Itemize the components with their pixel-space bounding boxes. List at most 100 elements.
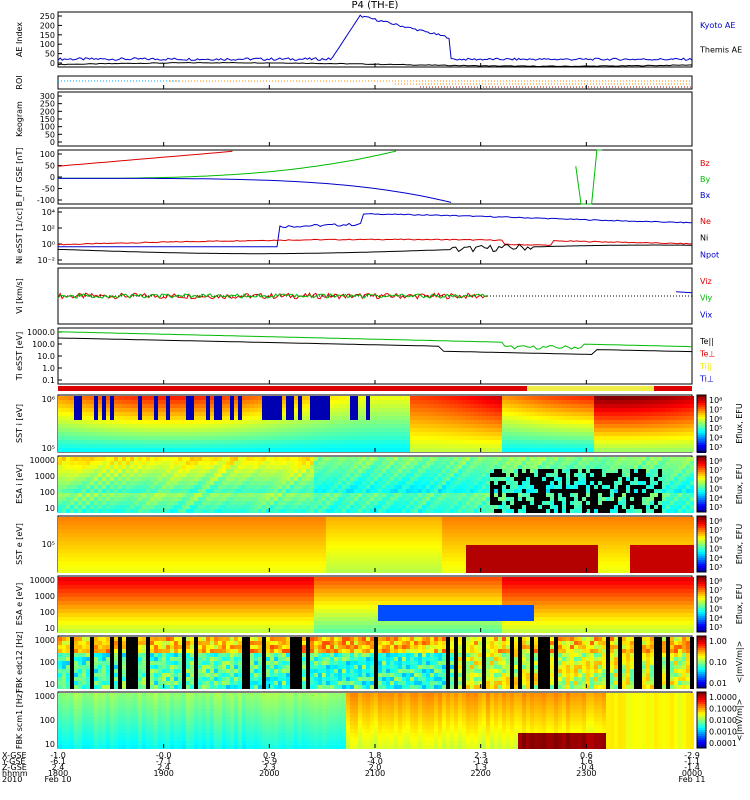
ytick-esa_e-1: 1000 — [35, 592, 55, 601]
cbar-tick-fbk_b-3: 0.0010 — [709, 728, 737, 737]
ytick-fbk_e-0: 1000 — [35, 636, 55, 645]
cbar-tick-sst_i-4: 10⁴ — [709, 434, 722, 443]
ytick-esa_i-3: 10 — [45, 504, 55, 513]
footer-y-5: 1.6 — [580, 757, 593, 766]
ytick-sst_i-0: 10⁶ — [42, 395, 55, 404]
cbar-label-esa_e: Eflux, EFU — [735, 584, 744, 625]
ytick-ti-4: 0.1 — [42, 376, 55, 385]
cbar-tick-sst_e-5: 10³ — [709, 563, 722, 572]
cbar-tick-esa_e-0: 10⁸ — [709, 577, 722, 586]
footer-y-2: -5.9 — [262, 757, 278, 766]
cbar-label-sst_i: Eflux, EFU — [735, 403, 744, 444]
ytick-keogram-5: 50 — [45, 130, 55, 139]
legend-ae-1: Themis AE — [699, 46, 742, 55]
cbar-tick-sst_e-3: 10⁵ — [709, 545, 722, 554]
ytick-bfit-3: -50 — [42, 185, 55, 194]
series-ne — [57, 238, 693, 247]
footer-rowlabel-2: Z-GSE — [2, 763, 27, 772]
footer-z-1: 2.4 — [157, 763, 170, 772]
series-bz — [57, 150, 233, 167]
cbar-label-fbk_e: <|mV/m|> — [735, 641, 744, 684]
footer-d-0: Feb 10 — [45, 775, 72, 784]
legend-ti-3: Ti⊥ — [699, 375, 714, 384]
footer-y-4: -1.4 — [473, 757, 489, 766]
footer-t-5: 2300 — [576, 769, 596, 778]
cbar-tick-fbk_b-0: 1.0000 — [709, 693, 737, 702]
cbar-tick-fbk_b-2: 0.0100 — [709, 716, 737, 725]
cbar-tick-fbk_e-0: 1.00 — [709, 637, 727, 646]
footer-t-6: 0000 — [682, 769, 702, 778]
footer-t-0: 1800 — [48, 769, 68, 778]
footer-x-5: 0.6 — [580, 751, 593, 760]
footer-z-6: -1.4 — [684, 763, 700, 772]
panel-frame-ti — [57, 327, 693, 385]
chart-title: P4 (TH-E) — [351, 0, 399, 11]
footer-rowlabel-0: X-GSE — [2, 751, 27, 760]
ytick-ti-1: 100.0 — [32, 340, 55, 349]
cbar-tick-sst_i-1: 10⁷ — [709, 405, 722, 414]
legend-ti-0: Te|| — [699, 337, 714, 346]
footer-t-2: 2000 — [259, 769, 279, 778]
ytick-keogram-2: 200 — [40, 107, 55, 116]
cbar-label-esa_i: Eflux, EFU — [735, 464, 744, 505]
series-ti — [57, 331, 693, 350]
ytick-ni-0: 10⁴ — [42, 208, 55, 217]
legend-ti-1: Te⊥ — [699, 350, 715, 359]
footer-z-4: 1.3 — [474, 763, 487, 772]
footer-t-3: 2100 — [365, 769, 385, 778]
spectrogram-sst_e — [58, 517, 694, 573]
ytick-ti-3: 1.0 — [42, 364, 55, 373]
footer-x-1: -0.0 — [156, 751, 172, 760]
panel-ylabel-vi: Vi [km/s] — [15, 278, 24, 314]
panel-frame-ni — [57, 207, 693, 265]
ytick-esa_e-0: 10000 — [30, 576, 55, 585]
spectrogram-esa_i — [58, 457, 694, 513]
colorbar-sst_e — [696, 515, 707, 573]
ytick-ni-1: 10² — [42, 224, 55, 233]
cbar-tick-sst_i-5: 10³ — [709, 443, 722, 452]
legend-bfit-2: Bx — [700, 191, 710, 200]
mode-bar-fast — [527, 386, 654, 391]
legend-ni-2: Npot — [700, 250, 719, 259]
ytick-bfit-1: 50 — [45, 162, 55, 171]
cbar-tick-sst_i-0: 10⁸ — [709, 396, 722, 405]
legend-ae-0: Kyoto AE — [700, 21, 735, 30]
mode-bar-slow — [58, 386, 528, 391]
ytick-esa_e-2: 100 — [40, 608, 55, 617]
panel-ylabel-bfit: B_FIT GSE [nT] — [15, 148, 24, 207]
cbar-tick-esa_e-2: 10⁶ — [709, 595, 722, 604]
legend-ti-2: Ti|| — [699, 362, 712, 371]
ytick-esa_e-3: 10 — [45, 624, 55, 633]
cbar-label-fbk_b: <|mV/m|> — [735, 699, 744, 742]
cbar-tick-esa_i-5: 10³ — [709, 503, 722, 512]
cbar-tick-esa_i-4: 10⁴ — [709, 494, 722, 503]
ytick-fbk_e-1: 100 — [40, 658, 55, 667]
panel-ylabel-fbk_b: FBK scm1 [Hz] — [15, 691, 24, 749]
legend-vi-2: Vix — [700, 310, 713, 319]
panel-ylabel-esa_e: ESA e [eV] — [15, 583, 24, 625]
ytick-keogram-4: 100 — [40, 123, 55, 132]
footer-d-6: Feb 11 — [679, 775, 706, 784]
panel-ylabel-ae: AE Index — [15, 22, 24, 57]
footer-t-4: 2200 — [470, 769, 490, 778]
series-vix — [676, 291, 693, 294]
ytick-esa_i-0: 10000 — [30, 456, 55, 465]
cbar-tick-esa_i-2: 10⁶ — [709, 475, 722, 484]
colorbar-fbk_b — [696, 691, 707, 749]
cbar-tick-sst_e-1: 10⁷ — [709, 526, 722, 535]
ytick-ae-0: 250 — [40, 12, 55, 21]
panel-ylabel-sst_i: SST i [eV] — [15, 404, 24, 443]
footer-x-0: -1.0 — [50, 751, 66, 760]
panel-ylabel-sst_e: SST e [eV] — [15, 523, 24, 565]
cbar-tick-fbk_b-1: 0.1000 — [709, 705, 737, 714]
legend-vi-1: Viy — [700, 294, 713, 303]
ytick-ti-0: 1000.0 — [27, 328, 55, 337]
footer-y-3: -4.0 — [367, 757, 383, 766]
ytick-ae-1: 200 — [40, 21, 55, 30]
ytick-ni-2: 10⁰ — [42, 240, 55, 249]
footer-z-2: 2.3 — [263, 763, 276, 772]
series-by — [575, 149, 603, 205]
ytick-sst_e-0: 10⁵ — [42, 540, 55, 549]
series-bx — [57, 177, 452, 203]
cbar-tick-esa_e-3: 10⁵ — [709, 605, 722, 614]
